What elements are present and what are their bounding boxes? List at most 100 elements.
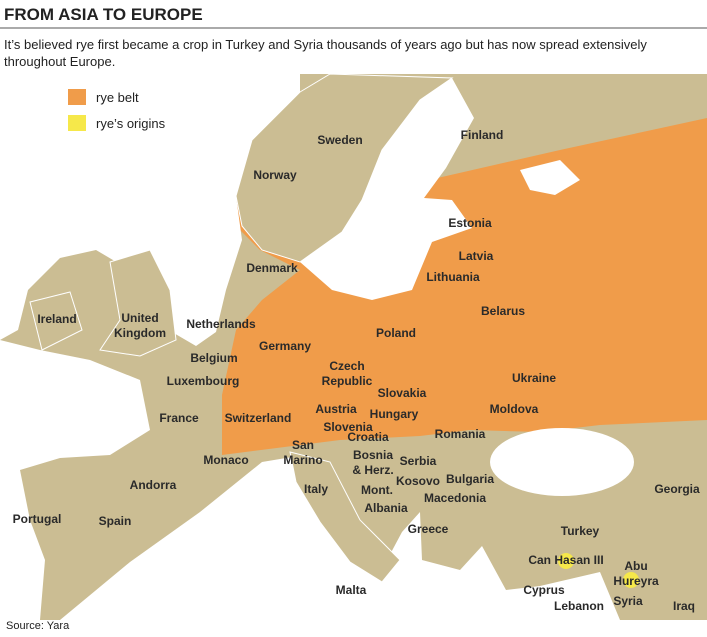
- country-label: Turkey: [561, 524, 600, 538]
- label-line: Lithuania: [426, 270, 480, 284]
- label-line: Belarus: [481, 304, 525, 318]
- label-line: Albania: [364, 501, 408, 515]
- label-line: Marino: [283, 453, 322, 467]
- label-line: Italy: [304, 482, 328, 496]
- label-line: Spain: [99, 514, 132, 528]
- label-line: Iraq: [673, 599, 695, 613]
- country-label: Italy: [304, 482, 328, 496]
- label-line: Turkey: [561, 524, 600, 538]
- label-line: Sweden: [317, 133, 362, 147]
- country-label: Ireland: [37, 312, 76, 326]
- black-sea: [490, 428, 634, 496]
- scandinavia: [235, 73, 454, 263]
- label-line: Kingdom: [114, 326, 166, 340]
- label-line: United: [121, 311, 158, 325]
- country-label: France: [159, 411, 199, 425]
- label-line: Lebanon: [554, 599, 604, 613]
- label-line: Syria: [613, 594, 643, 608]
- country-label: Hungary: [370, 407, 419, 421]
- country-label: Cyprus: [523, 583, 565, 597]
- country-label: Spain: [99, 514, 132, 528]
- label-line: Switzerland: [225, 411, 292, 425]
- baltic: [300, 78, 474, 300]
- ireland: [29, 291, 83, 351]
- country-label: Austria: [315, 402, 357, 416]
- label-line: Poland: [376, 326, 416, 340]
- country-label: United Kingdom: [114, 311, 166, 340]
- country-label: Sweden: [317, 133, 362, 147]
- label-line: Bulgaria: [446, 472, 494, 486]
- label-line: Luxembourg: [167, 374, 240, 388]
- legend: rye belt rye’s origins: [68, 89, 166, 131]
- country-label: Iraq: [673, 599, 695, 613]
- label-line: Ireland: [37, 312, 76, 326]
- country-label: Latvia: [459, 249, 494, 263]
- white-sea: [520, 160, 580, 195]
- subtitle: throughout Europe.: [4, 54, 115, 69]
- label-line: Slovakia: [378, 386, 427, 400]
- label-line: Monaco: [203, 453, 248, 467]
- label-line: Slovenia: [323, 420, 373, 434]
- country-label: Luxembourg: [167, 374, 240, 388]
- label-line: Can Hasan III: [528, 553, 603, 567]
- label-line: Estonia: [448, 216, 492, 230]
- country-label: Lithuania: [426, 270, 480, 284]
- label-line: Serbia: [400, 454, 437, 468]
- country-label: Bosnia & Herz.: [352, 448, 393, 477]
- country-label: Can Hasan III: [528, 553, 603, 567]
- country-label: Moldova: [490, 402, 539, 416]
- label-line: Hureyra: [613, 574, 659, 588]
- label-line: Netherlands: [186, 317, 256, 331]
- italy: [289, 451, 401, 583]
- legend-label: rye’s origins: [96, 116, 166, 131]
- country-label: Greece: [408, 522, 449, 536]
- label-line: Norway: [253, 168, 297, 182]
- country-label: San Marino: [283, 438, 322, 467]
- label-line: San: [292, 438, 314, 452]
- label-line: & Herz.: [352, 463, 393, 477]
- country-label: Denmark: [246, 261, 298, 275]
- legend-swatch: [68, 115, 86, 131]
- seas: [0, 74, 634, 620]
- origin-dot: [558, 553, 574, 569]
- country-label: Finland: [461, 128, 504, 142]
- label-line: Hungary: [370, 407, 419, 421]
- country-label: Serbia: [400, 454, 437, 468]
- label-line: Malta: [336, 583, 367, 597]
- great-britain: [99, 249, 177, 357]
- country-label: Czech Republic: [322, 359, 373, 388]
- country-label: Poland: [376, 326, 416, 340]
- country-label: Malta: [336, 583, 367, 597]
- country-label: Mont.: [361, 483, 393, 497]
- label-line: Greece: [408, 522, 449, 536]
- label-line: Macedonia: [424, 491, 486, 505]
- label-line: Mont.: [361, 483, 393, 497]
- islands: [29, 73, 454, 583]
- country-label: Switzerland: [225, 411, 292, 425]
- map: [0, 73, 707, 620]
- label-line: Romania: [435, 427, 486, 441]
- label-line: Portugal: [13, 512, 62, 526]
- country-label: Abu Hureyra: [613, 559, 659, 588]
- subtitle: It’s believed rye first became a crop in…: [4, 37, 647, 52]
- country-label: Ukraine: [512, 371, 556, 385]
- label-line: Moldova: [490, 402, 539, 416]
- label-line: Ukraine: [512, 371, 556, 385]
- label-line: Andorra: [130, 478, 177, 492]
- label-line: Belgium: [190, 351, 237, 365]
- country-label: Germany: [259, 339, 311, 353]
- country-label: Albania: [364, 501, 408, 515]
- label-line: Denmark: [246, 261, 298, 275]
- country-label: Slovakia: [378, 386, 427, 400]
- atlantic: [0, 74, 300, 346]
- country-label: Slovenia: [323, 420, 373, 434]
- country-label: Belarus: [481, 304, 525, 318]
- source: Source: Yara: [6, 620, 70, 632]
- country-label: Netherlands: [186, 317, 256, 331]
- country-label: Lebanon: [554, 599, 604, 613]
- country-label: Bulgaria: [446, 472, 494, 486]
- country-label: Syria: [613, 594, 643, 608]
- country-label: Portugal: [13, 512, 62, 526]
- country-label: Andorra: [130, 478, 177, 492]
